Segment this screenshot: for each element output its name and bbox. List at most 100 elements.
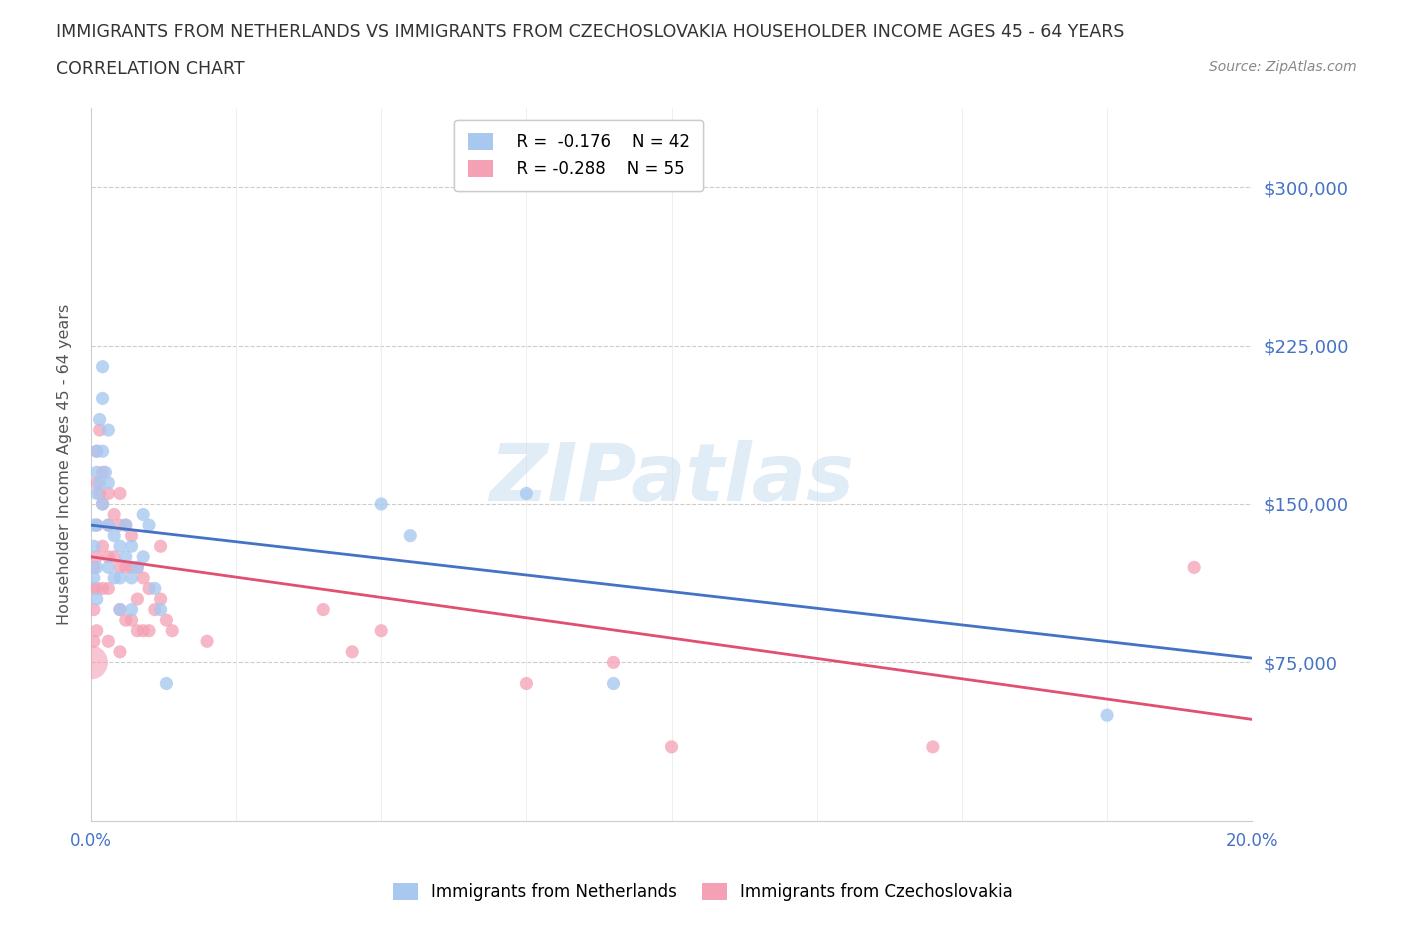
Point [143, 581, 166, 596]
Point [155, 613, 177, 628]
Point [97, 422, 120, 437]
Point [138, 623, 160, 638]
Point [108, 486, 131, 501]
Point [103, 507, 125, 522]
Point [108, 602, 131, 617]
Point [108, 644, 131, 659]
Point [132, 550, 155, 565]
Point [370, 623, 392, 638]
Legend: Immigrants from Netherlands, Immigrants from Czechoslovakia: Immigrants from Netherlands, Immigrants … [387, 876, 1019, 908]
Point [132, 623, 155, 638]
Point [89, 422, 111, 437]
Point [515, 676, 537, 691]
Point [94, 465, 117, 480]
Point [342, 644, 364, 659]
Point [91, 497, 114, 512]
Point [138, 518, 160, 533]
Point [138, 581, 160, 596]
Point [921, 739, 943, 754]
Point [143, 602, 166, 617]
Point [91, 444, 114, 458]
Point [602, 655, 624, 670]
Point [97, 518, 120, 533]
Point [83, 634, 105, 649]
Point [89, 486, 111, 501]
Point [127, 560, 149, 575]
Point [80, 655, 103, 670]
Text: ZIPatlas: ZIPatlas [489, 440, 853, 518]
Point [661, 739, 683, 754]
Point [86, 623, 108, 638]
Point [86, 518, 108, 533]
Point [83, 560, 105, 575]
Point [121, 613, 143, 628]
Point [83, 581, 105, 596]
Point [121, 528, 143, 543]
Point [86, 444, 108, 458]
Point [86, 581, 108, 596]
Point [83, 570, 105, 585]
Point [121, 538, 143, 553]
Point [132, 570, 155, 585]
Point [86, 444, 108, 458]
Point [86, 560, 108, 575]
Point [121, 602, 143, 617]
Point [97, 550, 120, 565]
Point [91, 359, 114, 374]
Point [114, 560, 136, 575]
Point [515, 486, 537, 501]
Text: IMMIGRANTS FROM NETHERLANDS VS IMMIGRANTS FROM CZECHOSLOVAKIA HOUSEHOLDER INCOME: IMMIGRANTS FROM NETHERLANDS VS IMMIGRANT… [56, 23, 1125, 41]
Point [602, 676, 624, 691]
Text: Source: ZipAtlas.com: Source: ZipAtlas.com [1209, 60, 1357, 74]
Point [108, 570, 131, 585]
Point [155, 676, 177, 691]
Point [312, 602, 335, 617]
Point [103, 570, 125, 585]
Point [91, 497, 114, 512]
Point [83, 538, 105, 553]
Point [97, 560, 120, 575]
Point [89, 412, 111, 427]
Point [91, 538, 114, 553]
Point [114, 518, 136, 533]
Point [108, 538, 131, 553]
Point [97, 518, 120, 533]
Point [399, 528, 422, 543]
Point [97, 634, 120, 649]
Point [149, 591, 172, 606]
Point [370, 497, 392, 512]
Point [121, 560, 143, 575]
Point [127, 591, 149, 606]
Point [89, 475, 111, 490]
Point [114, 613, 136, 628]
Point [86, 550, 108, 565]
Point [86, 518, 108, 533]
Point [83, 602, 105, 617]
Text: CORRELATION CHART: CORRELATION CHART [56, 60, 245, 78]
Point [1182, 560, 1205, 575]
Point [127, 560, 149, 575]
Y-axis label: Householder Income Ages 45 - 64 years: Householder Income Ages 45 - 64 years [58, 304, 72, 625]
Point [83, 518, 105, 533]
Point [86, 591, 108, 606]
Point [86, 486, 108, 501]
Point [149, 538, 172, 553]
Point [149, 602, 172, 617]
Point [1095, 708, 1118, 723]
Point [114, 550, 136, 565]
Point [91, 581, 114, 596]
Point [86, 475, 108, 490]
Point [160, 623, 183, 638]
Point [108, 560, 131, 575]
Point [108, 602, 131, 617]
Point [91, 465, 114, 480]
Point [127, 623, 149, 638]
Point [97, 581, 120, 596]
Point [91, 391, 114, 405]
Point [108, 518, 131, 533]
Point [132, 507, 155, 522]
Point [121, 570, 143, 585]
Point [195, 634, 218, 649]
Point [86, 465, 108, 480]
Point [103, 550, 125, 565]
